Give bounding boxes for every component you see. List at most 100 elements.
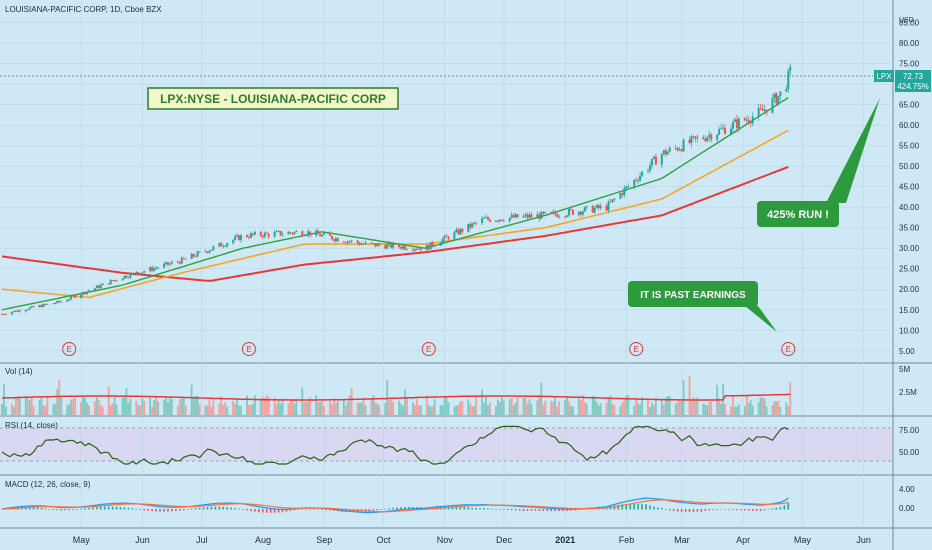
time-axis[interactable]: May Jun Jul Aug Sep Oct Nov Dec 2021 Feb Mar Apr May…	[73, 535, 871, 545]
volume-bar	[307, 401, 310, 415]
candle-body	[293, 231, 296, 234]
volume-bar	[317, 402, 319, 415]
volume-bar	[724, 404, 726, 415]
macd-hist-bar	[720, 509, 722, 510]
candle-body	[218, 242, 221, 247]
earnings-marker[interactable]	[241, 342, 256, 356]
run-callout[interactable]: 425% RUN !	[757, 98, 880, 227]
chart-header-symbol[interactable]: LOUISIANA-PACIFIC CORP, 1D, Cboe BZX	[5, 5, 162, 14]
volume-bar	[415, 399, 418, 415]
volume-bar	[167, 402, 169, 415]
volume-bar	[107, 386, 110, 415]
volume-bar	[471, 406, 474, 415]
macd-hist-bar	[60, 509, 63, 511]
candle-body	[259, 231, 262, 236]
price-tag[interactable]: LPX 72.73 424.75%	[874, 70, 931, 92]
macd-hist-bar	[629, 503, 632, 510]
candle-body	[129, 273, 132, 278]
macd-hist-bar	[534, 509, 537, 511]
candle-body	[690, 136, 693, 143]
candle-body	[127, 277, 130, 279]
earnings-marker[interactable]	[781, 342, 796, 356]
candle-body	[26, 309, 29, 311]
volume-bar	[16, 396, 19, 415]
candle-body	[567, 209, 570, 216]
macd-hist-bar	[661, 507, 663, 510]
volume-pane-label[interactable]: Vol (14)	[5, 367, 33, 376]
candle-body	[708, 134, 711, 138]
macd-hist-bar	[530, 509, 533, 511]
macd-hist-bar	[218, 506, 221, 510]
candle-body	[44, 303, 47, 305]
macd-hist-bar	[645, 504, 647, 510]
volume-bar	[406, 397, 408, 415]
volume-bar	[789, 382, 792, 415]
volume-bar	[346, 401, 349, 415]
volume-bar	[238, 405, 240, 415]
volume-bar	[467, 399, 470, 415]
macd-hist-bar	[396, 507, 398, 510]
candle-body	[777, 95, 780, 104]
candle-body	[471, 223, 474, 228]
volume-bar	[412, 402, 414, 415]
volume-bar	[220, 396, 223, 415]
macd-hist-bar	[32, 507, 35, 510]
volume-bar	[10, 404, 13, 415]
title-annotation[interactable]: LPX:NYSE - LOUISIANA-PACIFIC CORP	[147, 87, 399, 110]
volume-bar	[5, 406, 7, 415]
volume-bar	[668, 395, 671, 415]
candle-body	[473, 222, 476, 224]
candle-body	[135, 272, 138, 274]
macd-hist-bar	[40, 507, 43, 510]
volume-bar	[56, 388, 59, 415]
macd-hist-bar	[550, 509, 553, 512]
candle-body	[678, 149, 681, 151]
volume-bar	[427, 405, 430, 415]
macd-hist-bar	[787, 502, 790, 510]
volume-bar	[538, 395, 541, 415]
candle-body	[516, 214, 519, 218]
volume-bar	[38, 400, 41, 415]
volume-bar	[692, 397, 695, 415]
macd-hist-bar	[317, 508, 319, 510]
title-annotation-text: LPX:NYSE - LOUISIANA-PACIFIC CORP	[160, 92, 386, 106]
volume-bar	[26, 398, 29, 415]
candle-body	[571, 209, 574, 215]
candle-body	[455, 229, 458, 233]
candle-body	[208, 250, 211, 253]
volume-bar	[184, 405, 187, 415]
volume-bar	[536, 400, 539, 415]
time-tick-label: Dec	[496, 535, 513, 545]
volume-tick-label: 5M	[899, 365, 910, 374]
earnings-marker[interactable]	[421, 342, 436, 356]
candle-body	[789, 66, 792, 71]
volume-bar	[331, 403, 333, 415]
earnings-marker[interactable]	[629, 342, 644, 356]
volume-bar	[425, 395, 428, 415]
candle-body	[253, 231, 256, 235]
candle-body	[757, 108, 760, 117]
candle-body	[72, 295, 75, 297]
macd-hist-bar	[708, 509, 711, 511]
candle-body	[660, 154, 663, 165]
volume-bar	[585, 403, 588, 415]
volume-bar	[666, 396, 669, 415]
candle-body	[279, 230, 282, 236]
candle-body	[481, 218, 484, 223]
macd-hist-bar	[775, 507, 778, 510]
volume-bar	[664, 397, 667, 415]
macd-pane-label[interactable]: MACD (12, 26, close, 9)	[5, 480, 91, 489]
candle-body	[625, 186, 628, 189]
candle-body	[236, 235, 239, 237]
earnings-marker[interactable]	[62, 342, 77, 356]
macd-hist-bar	[329, 509, 331, 511]
earnings-marker-letter: E	[786, 345, 791, 354]
volume-bar	[500, 396, 503, 415]
earnings-callout[interactable]: IT IS PAST EARNINGS	[628, 281, 777, 332]
macd-hist-bar	[210, 506, 213, 510]
volume-bar	[619, 406, 622, 415]
macd-hist-bar	[135, 508, 138, 510]
rsi-pane-label[interactable]: RSI (14, close)	[5, 421, 58, 430]
volume-bar	[125, 387, 128, 415]
